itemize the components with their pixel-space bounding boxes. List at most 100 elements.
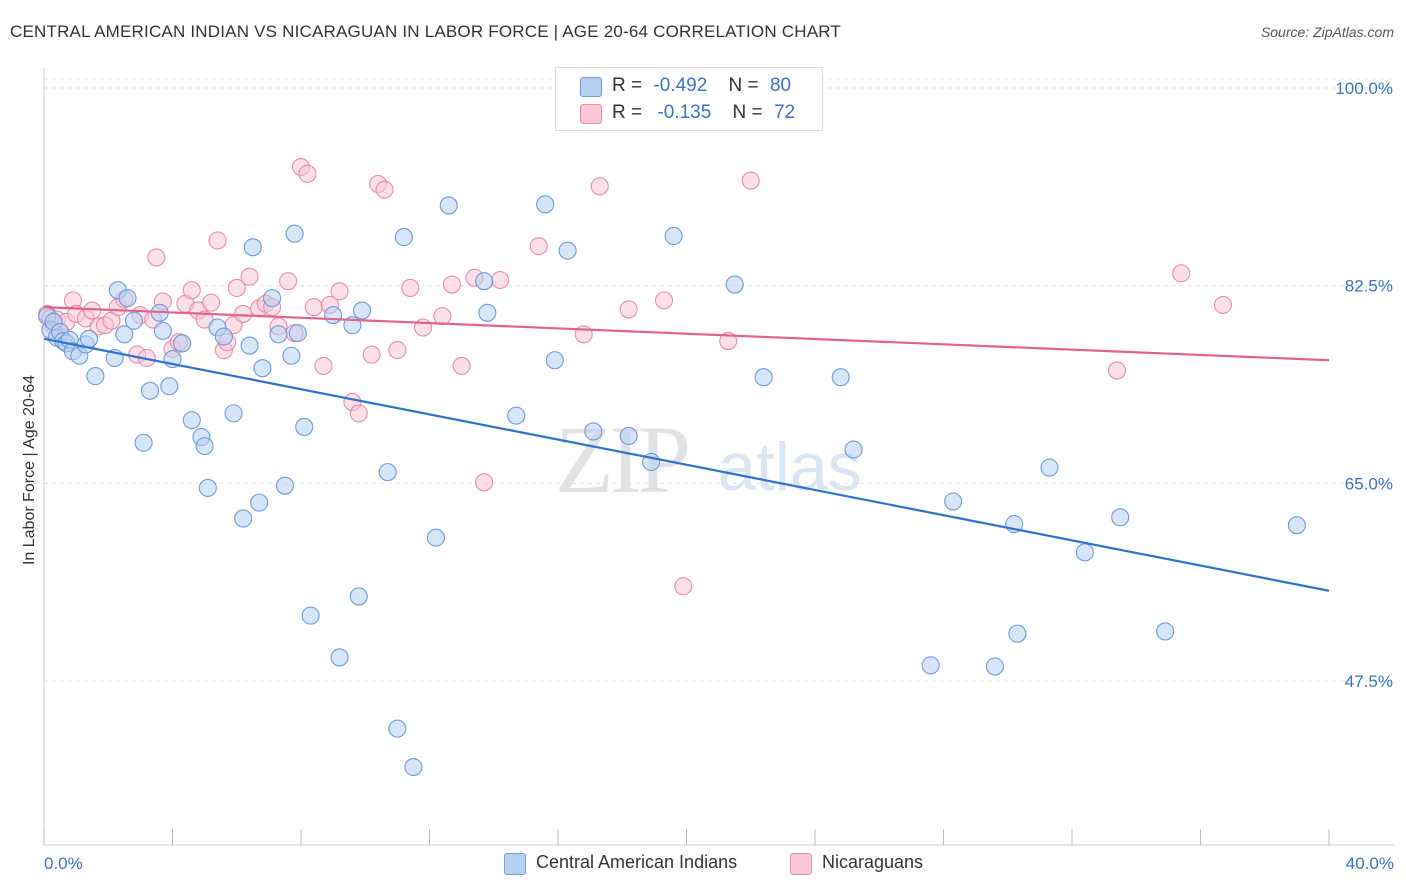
central-american-indians-point	[295, 417, 314, 436]
central-american-indians-point	[844, 440, 863, 459]
x-tick-label: 0.0%	[44, 854, 83, 873]
central-american-indians-point	[124, 311, 143, 330]
central-american-indians-point	[79, 329, 99, 348]
central-american-indians-point	[725, 275, 744, 294]
nicaraguans-trend-line	[43, 306, 1330, 362]
nicaraguans-point	[654, 291, 674, 310]
central-american-indians-point	[388, 719, 407, 738]
nicaraguans-point	[298, 164, 317, 183]
y-tick-label: 82.5%	[1345, 277, 1393, 296]
nicaraguans-point	[388, 341, 407, 360]
central-american-indians-point	[1008, 624, 1027, 643]
nicaraguans-point	[208, 231, 227, 250]
central-american-indians-point	[1111, 508, 1130, 527]
central-american-indians-point	[754, 368, 773, 387]
r-label: R =	[612, 102, 643, 123]
nicaraguans-point	[362, 345, 381, 364]
y-tick-label: 65.0%	[1345, 474, 1393, 493]
nicaraguans-point	[719, 332, 738, 351]
y-tick-label: 47.5%	[1345, 672, 1393, 691]
central-american-indians-point	[118, 289, 137, 308]
central-american-indians-point	[288, 324, 307, 343]
blue-swatch	[580, 77, 602, 97]
central-american-indians-point	[214, 327, 233, 346]
nicaraguans-point	[491, 270, 510, 290]
blue-swatch	[504, 853, 526, 875]
central-american-indians-point	[250, 493, 269, 512]
central-american-indians-point	[985, 657, 1004, 676]
central-american-indians-point	[349, 587, 368, 606]
nicaraguans-point	[304, 298, 323, 317]
central-american-indians-point	[282, 346, 301, 365]
nicaraguans-point	[1107, 361, 1127, 380]
central-american-indians-point	[558, 241, 577, 260]
central-american-indians-point	[394, 228, 413, 247]
central-american-indians-point	[324, 306, 343, 325]
stats-legend: R = -0.492 N = 80 R = -0.135 N = 72	[555, 67, 823, 131]
central-american-indians-point	[153, 321, 172, 340]
central-american-indians-point	[195, 437, 214, 456]
central-american-indians-point	[536, 195, 555, 214]
nicaraguans-point	[619, 300, 638, 319]
r-value: -0.492	[653, 75, 708, 96]
n-value: 72	[773, 102, 796, 123]
central-american-indians-point	[439, 196, 458, 215]
nicaraguans-point	[375, 180, 394, 199]
central-american-indians-point	[285, 224, 304, 243]
nicaraguans-point	[433, 307, 452, 326]
central-american-indians-point	[1156, 622, 1175, 641]
nicaraguans-point	[240, 267, 259, 286]
nicaraguans-point	[529, 237, 548, 256]
central-american-indians-point	[86, 367, 105, 386]
central-american-indians-point	[478, 303, 497, 322]
r-label: R =	[612, 75, 643, 96]
central-american-indians-point	[1287, 516, 1306, 535]
n-label: N =	[732, 102, 763, 123]
central-american-indians-point	[352, 301, 372, 320]
tick-labels: 47.5% 65.0% 82.5% 100.0% 0.0% 40.0%	[44, 79, 1394, 873]
nicaraguans-point	[202, 293, 221, 312]
central-american-indians-point	[378, 463, 397, 482]
legend-label: Central American Indians	[536, 852, 738, 872]
central-american-indians-point	[140, 381, 160, 400]
central-american-indians-point	[301, 606, 320, 625]
central-american-indians-point	[921, 656, 940, 675]
central-american-indians-point	[173, 334, 192, 353]
n-label: N =	[728, 75, 759, 96]
central-american-indians-point	[475, 272, 494, 291]
central-american-indians-point	[507, 406, 526, 425]
central-american-indians-point	[545, 351, 564, 370]
nicaraguans-point	[83, 301, 102, 320]
nicaraguans-point	[182, 281, 201, 300]
nicaraguans-points	[38, 157, 1233, 596]
central-american-indians-point	[584, 422, 603, 441]
pink-swatch	[580, 104, 602, 124]
n-value: 80	[769, 75, 792, 96]
central-american-indians-point	[115, 325, 134, 344]
central-american-indians-point	[619, 426, 638, 446]
nicaraguans-point	[1172, 264, 1191, 283]
grid-lines	[44, 78, 1394, 682]
source-label: Source: ZipAtlas.com	[1260, 24, 1394, 40]
central-american-indians-point	[275, 476, 294, 495]
nicaraguans-point	[279, 272, 298, 291]
central-american-indians-point	[240, 336, 259, 355]
r-value: -0.135	[657, 102, 712, 123]
central-american-indians-point	[1075, 543, 1094, 562]
pink-swatch	[790, 853, 812, 875]
central-american-indians-point	[198, 478, 217, 497]
nicaraguans-point	[349, 404, 368, 423]
nicaraguans-point	[442, 275, 462, 294]
central-american-indians-point	[831, 368, 850, 387]
y-tick-label: 100.0%	[1335, 79, 1393, 98]
central-american-indians-point	[134, 433, 153, 452]
central-american-indians-point	[243, 238, 262, 257]
central-american-indians-point	[182, 411, 201, 430]
nicaraguans-point	[1213, 295, 1233, 314]
legend-label: Nicaraguans	[822, 852, 924, 872]
chart-title: CENTRAL AMERICAN INDIAN VS NICARAGUAN IN…	[10, 22, 841, 41]
central-american-indians-trend-line	[43, 337, 1330, 592]
nicaraguans-point	[314, 356, 333, 375]
central-american-indians-point	[269, 325, 288, 344]
